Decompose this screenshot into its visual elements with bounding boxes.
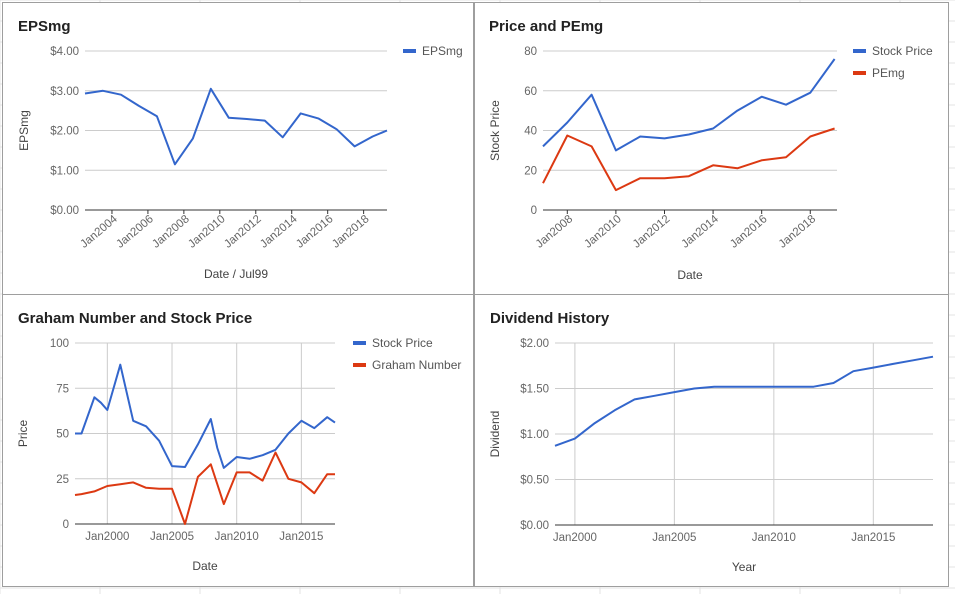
x-tick-label: Jan2016 bbox=[294, 213, 336, 251]
x-tick-label: Jan2000 bbox=[553, 532, 597, 544]
x-tick-label: Jan2006 bbox=[114, 213, 156, 251]
y-tick-label: $1.00 bbox=[520, 429, 549, 441]
y-tick-label: $0.00 bbox=[50, 205, 79, 217]
y-tick-label: $0.50 bbox=[520, 475, 549, 487]
graham-chart: Graham Number and Stock Price 0 25 50 75 100… bbox=[16, 310, 461, 573]
y-axis-label: Price bbox=[16, 420, 30, 448]
x-tick-label: Jan2008 bbox=[534, 213, 576, 251]
y-tick-label: $3.00 bbox=[50, 86, 79, 98]
price-pe-chart-panel: Price and PEmg 0 20 40 60 80 Jan2008 Jan2010 Ja… bbox=[474, 2, 949, 295]
y-tick-label: $0.00 bbox=[520, 520, 549, 532]
x-tick-label: Jan2018 bbox=[777, 213, 819, 251]
y-tick-label: 100 bbox=[50, 338, 69, 350]
y-axis-label: Stock Price bbox=[488, 100, 502, 161]
y-tick-label: 80 bbox=[524, 46, 537, 58]
legend-swatch bbox=[853, 71, 866, 75]
legend-label: Stock Price bbox=[872, 44, 933, 58]
x-tick-label: Jan2012 bbox=[631, 213, 673, 251]
x-tick-label: Jan2000 bbox=[85, 531, 129, 543]
y-tick-label: 40 bbox=[524, 126, 537, 138]
x-tick-label: Jan2014 bbox=[679, 213, 721, 251]
legend-label: PEmg bbox=[872, 66, 905, 80]
dividend-chart-panel: Dividend History $0.00 $0.50 $1.00 $1.50 $2.… bbox=[474, 294, 949, 587]
x-tick-label: Jan2005 bbox=[652, 532, 696, 544]
y-tick-label: 75 bbox=[56, 383, 69, 395]
x-tick-label: Jan2004 bbox=[78, 213, 120, 251]
eps-chart: EPSmg $0.00$1.00$2.00$3.00$4.00Jan2004Ja… bbox=[17, 18, 463, 281]
legend-swatch bbox=[403, 49, 416, 53]
series-line bbox=[554, 355, 934, 447]
eps-chart-panel: EPSmg $0.00 $1.00 $2.00 $3.00 $4.00 Jan2004 Ja… bbox=[2, 2, 474, 295]
x-tick-label: Jan2010 bbox=[582, 213, 624, 251]
series-line bbox=[74, 451, 335, 525]
x-tick-label: Jan2015 bbox=[279, 531, 323, 543]
series-line bbox=[75, 363, 336, 469]
legend-swatch bbox=[353, 341, 366, 345]
y-tick-label: $2.00 bbox=[520, 338, 549, 350]
x-tick-label: Jan2016 bbox=[728, 213, 770, 251]
chart-title: Graham Number and Stock Price bbox=[18, 310, 252, 327]
legend-swatch bbox=[353, 363, 366, 367]
chart-title: Price and PEmg bbox=[489, 18, 603, 35]
y-tick-label: 60 bbox=[524, 86, 537, 98]
y-tick-label: $1.50 bbox=[520, 384, 549, 396]
legend-label: Graham Number bbox=[372, 358, 461, 372]
x-tick-label: Jan2010 bbox=[752, 532, 796, 544]
y-tick-label: 50 bbox=[56, 429, 69, 441]
legend-swatch bbox=[853, 49, 866, 53]
y-tick-label: 25 bbox=[56, 474, 69, 486]
x-tick-label: Jan2010 bbox=[215, 531, 259, 543]
dividend-chart: Dividend History $0.00 $0.50 $1.00 $1.50 $2.… bbox=[488, 310, 934, 574]
series-line bbox=[542, 127, 835, 192]
y-tick-label: $1.00 bbox=[50, 165, 79, 177]
x-tick-label: Jan2005 bbox=[150, 531, 194, 543]
x-tick-label: Jan2018 bbox=[330, 213, 372, 251]
y-tick-label: 0 bbox=[531, 205, 537, 217]
x-tick-label: Jan2015 bbox=[851, 532, 895, 544]
y-tick-label: $2.00 bbox=[50, 126, 79, 138]
series-line bbox=[542, 58, 836, 152]
x-axis-label: Date bbox=[192, 559, 218, 573]
y-tick-label: $4.00 bbox=[50, 46, 79, 58]
x-tick-label: Jan2010 bbox=[186, 213, 228, 251]
x-tick-label: Jan2014 bbox=[258, 213, 300, 251]
x-tick-label: Jan2012 bbox=[222, 213, 264, 251]
y-axis-label: Dividend bbox=[488, 411, 502, 458]
legend-label: Stock Price bbox=[372, 336, 433, 350]
graham-chart-panel: Graham Number and Stock Price 0 25 50 75 100… bbox=[2, 294, 474, 587]
y-tick-label: 0 bbox=[63, 519, 69, 531]
legend-label: EPSmg bbox=[422, 44, 463, 58]
y-tick-label: 20 bbox=[524, 165, 537, 177]
x-axis-label: Date bbox=[677, 268, 703, 282]
series-line bbox=[84, 87, 388, 166]
x-axis-label: Year bbox=[732, 560, 756, 574]
chart-title: Dividend History bbox=[490, 310, 610, 327]
chart-title: EPSmg bbox=[18, 18, 71, 35]
x-axis-label: Date / Jul99 bbox=[204, 267, 268, 281]
y-axis-label: EPSmg bbox=[17, 110, 31, 151]
x-tick-label: Jan2008 bbox=[150, 213, 192, 251]
